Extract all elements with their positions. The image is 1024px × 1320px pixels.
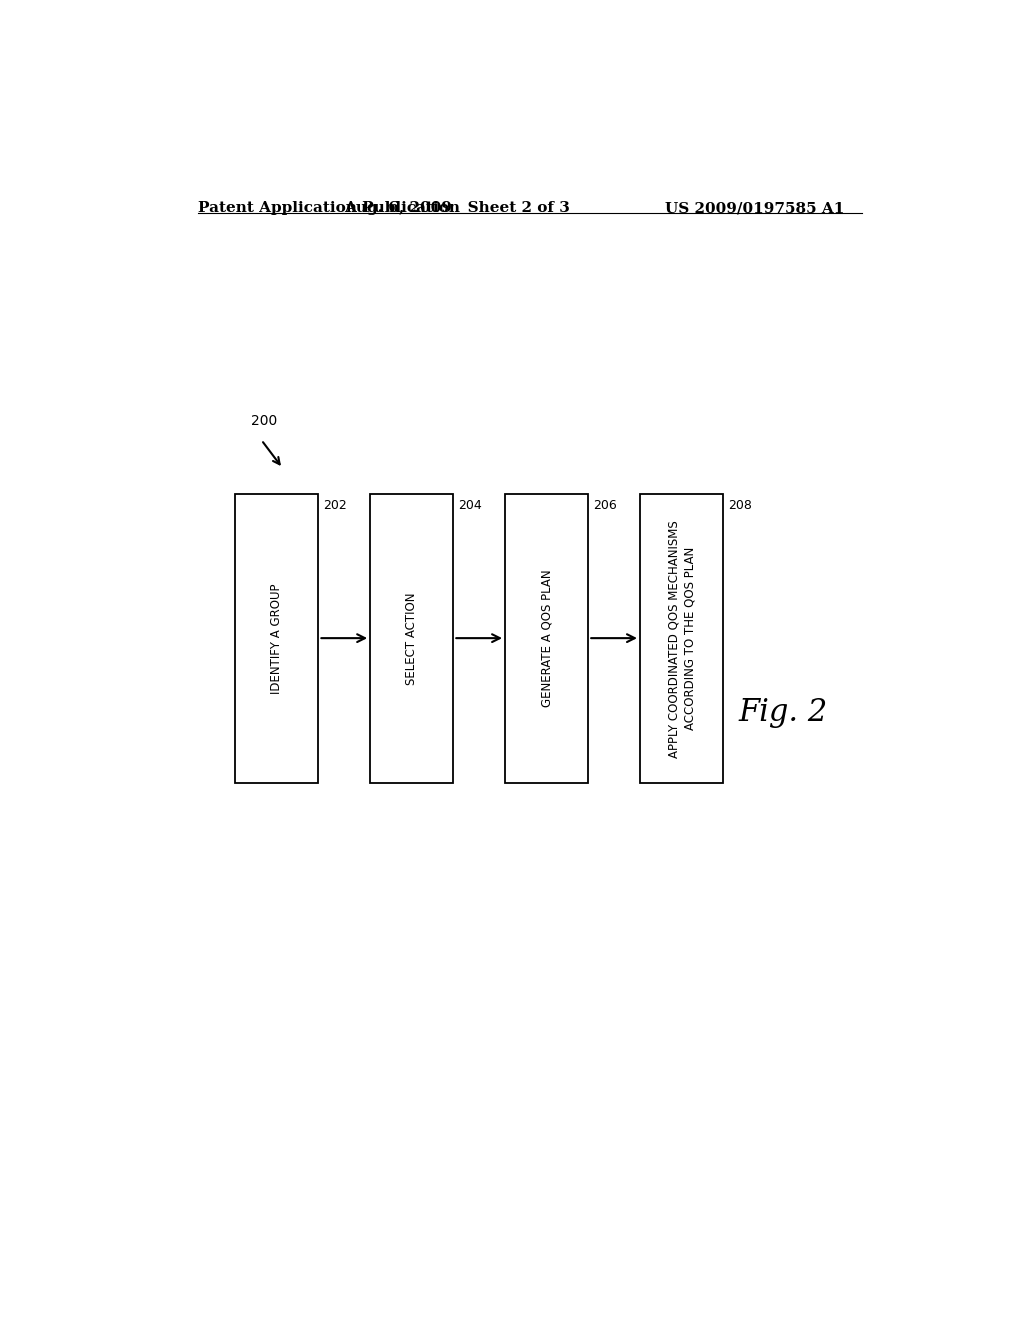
Text: GENERATE A QOS PLAN: GENERATE A QOS PLAN xyxy=(540,570,553,708)
Text: 206: 206 xyxy=(593,499,616,512)
Text: 204: 204 xyxy=(458,499,482,512)
Bar xyxy=(640,494,723,784)
Bar xyxy=(370,494,454,784)
Text: Patent Application Publication: Patent Application Publication xyxy=(198,201,460,215)
Text: IDENTIFY A GROUP: IDENTIFY A GROUP xyxy=(270,583,284,694)
Text: Aug. 6, 2009   Sheet 2 of 3: Aug. 6, 2009 Sheet 2 of 3 xyxy=(344,201,570,215)
Text: Fig. 2: Fig. 2 xyxy=(738,697,827,727)
Bar xyxy=(505,494,588,784)
Text: APPLY COORDINATED QOS MECHANISMS
ACCORDING TO THE QOS PLAN: APPLY COORDINATED QOS MECHANISMS ACCORDI… xyxy=(667,520,696,758)
Text: US 2009/0197585 A1: US 2009/0197585 A1 xyxy=(666,201,845,215)
Bar xyxy=(236,494,318,784)
Text: SELECT ACTION: SELECT ACTION xyxy=(406,593,418,685)
Text: 200: 200 xyxy=(251,413,278,428)
Text: 202: 202 xyxy=(324,499,347,512)
Text: 208: 208 xyxy=(728,499,752,512)
